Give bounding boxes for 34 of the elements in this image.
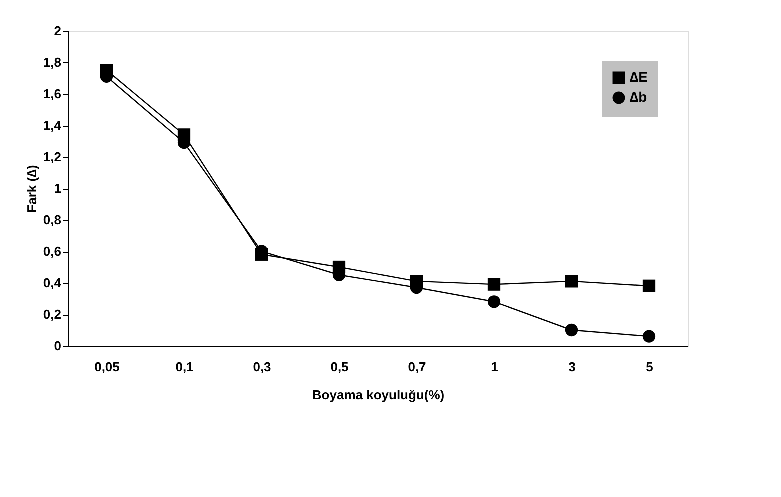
point (488, 296, 501, 308)
x-tick-label: 0,7 (408, 360, 426, 374)
y-tick-label: 1 (54, 181, 62, 196)
point (642, 330, 656, 343)
point (100, 64, 114, 77)
x-tick-label: 5 (646, 360, 654, 374)
y-tick-label: 0,6 (43, 244, 62, 259)
legend-label: ∆E (630, 69, 648, 85)
y-tick-label: 2 (54, 24, 62, 38)
y-tick-label: 0 (54, 338, 62, 354)
point (410, 275, 424, 288)
y-tick-label: 1,6 (43, 86, 62, 102)
y-tick-label: 1,8 (43, 55, 62, 70)
legend-label: ∆b (630, 89, 648, 105)
x-tick-label: 3 (568, 360, 576, 374)
x-tick-label: 0,1 (176, 360, 194, 374)
x-tick-label: 0,05 (94, 360, 120, 374)
point (642, 280, 656, 292)
point (255, 248, 268, 261)
y-tick-label: 1,2 (43, 150, 62, 164)
point (332, 260, 346, 274)
point (488, 278, 501, 291)
y-axis-title: Fark (∆) (24, 165, 40, 213)
point (565, 324, 578, 337)
x-axis-title: Boyama koyuluğu(%) (312, 388, 445, 402)
y-tick-label: 0,2 (43, 307, 62, 322)
point (178, 128, 191, 142)
y-tick-label: 0,8 (43, 212, 62, 228)
x-tick-label: 1 (491, 360, 498, 374)
y-tick-label: 1,4 (43, 118, 62, 133)
x-tick-label: 0,5 (330, 360, 349, 374)
point (565, 275, 578, 288)
y-tick-label: 0,4 (43, 276, 62, 290)
x-tick-label: 0,3 (253, 360, 272, 374)
